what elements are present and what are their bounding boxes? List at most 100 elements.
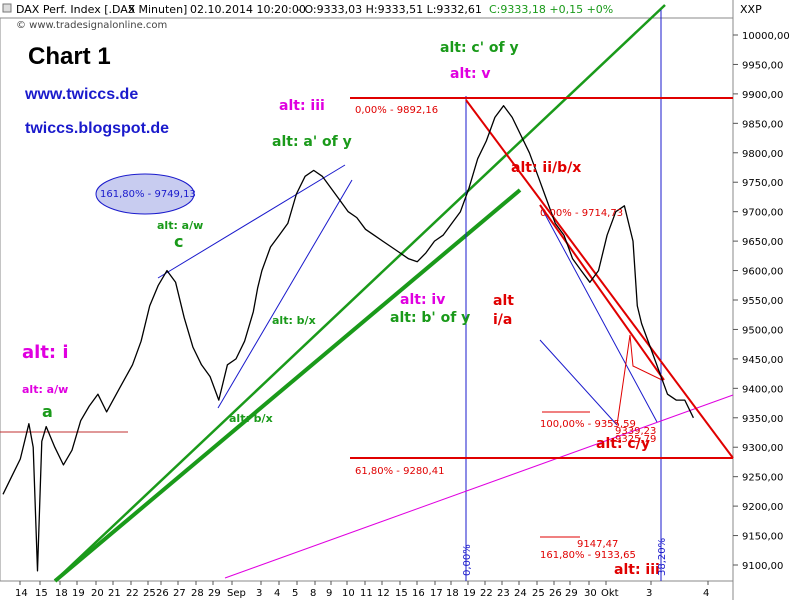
y-tick-label: 9700,00 [742,208,783,219]
y-tick-label: 9100,00 [742,561,783,572]
blue-decline-lower [539,339,618,426]
x-tick-label: 15 [35,588,48,599]
x-tick-label: 14 [15,588,28,599]
wave-label: alt: iii [614,562,660,578]
wave-label: alt: b/x [272,314,316,327]
wave-label: alt: v [450,66,491,82]
header-close-change: C:9333,18 +0,15 +0% [489,3,613,16]
y-tick-label: 10000,00 [742,31,790,42]
x-tick-label: 17 [430,588,443,599]
blue-decline-upper [539,204,658,423]
blue-wedge-lower [217,179,353,409]
x-tick-label: 19 [463,588,476,599]
green-upper-trendline [57,4,666,579]
x-tick-label: 30 [584,588,597,599]
x-tick-label: 9 [326,588,332,599]
x-tick-label: 29 [565,588,578,599]
y-tick-label: 9150,00 [742,532,783,543]
x-tick-label: 18 [55,588,68,599]
x-tick-label: 27 [173,588,186,599]
x-tick-label: 29 [208,588,221,599]
x-tick-label: 11 [360,588,373,599]
y-tick-label: 9900,00 [742,90,783,101]
red-decline-upper [465,99,734,459]
x-tick-label: 10 [342,588,355,599]
price-line-0 [2,105,694,572]
y-tick-label: 9750,00 [742,178,783,189]
wave-label: alt: c/y [596,436,650,452]
red-decline-inner [539,204,665,381]
wave-label: alt: b' of y [390,310,470,326]
overlay-title: Chart 1 [28,43,111,70]
x-tick-label: 18 [446,588,459,599]
magenta-trendline [224,394,734,579]
y-tick-label: 9250,00 [742,473,783,484]
y-tick-label: 9550,00 [742,296,783,307]
y-tick-label: 9400,00 [742,384,783,395]
x-tick-label: 4 [703,588,709,599]
fib-label: 9339,23 [615,426,656,437]
x-tick-label: 25 [143,588,156,599]
x-tick-label: 8 [310,588,316,599]
price-series [2,105,694,572]
wave-label: i/a [493,312,512,328]
x-tick-label: 19 [72,588,85,599]
x-tick-label: 22 [480,588,493,599]
header-symbol: XXP [740,3,762,16]
y-tick-label: 9950,00 [742,60,783,71]
x-tick-label: Sep [227,588,246,599]
fib-label: 9325,79 [615,434,656,445]
chart-header: DAX Perf. Index [.DAX 5 Minuten] 02.10.2… [2,3,762,31]
wave-label: alt [493,293,514,309]
fib-ellipse [95,173,195,215]
plot-frame [0,17,734,582]
wave-label: alt: c' of y [440,40,519,56]
y-tick-label: 9850,00 [742,119,783,130]
wave-label: alt: ii/b/x [511,160,581,176]
wave-label: alt: a/w [22,383,68,396]
x-tick-label: 3 [256,588,262,599]
x-tick-label: 16 [412,588,425,599]
overlay-link-1[interactable]: www.twiccs.de [24,86,138,103]
blue-wedge-upper [157,164,346,279]
wave-label: alt: iv [400,292,445,308]
x-tick-label: 15 [395,588,408,599]
x-tick-label: 20 [91,588,104,599]
fib-label: 9147,47 [577,539,618,550]
wave-label: alt: iii [279,98,325,114]
x-tick-label: 22 [126,588,139,599]
axis-layer: 9100,009150,009200,009250,009300,009350,… [15,31,790,599]
x-tick-label: 5 [292,588,298,599]
header-source: © www.tradesignalonline.com [16,20,167,31]
fib-label: 0,00% - 9892,16 [355,105,438,116]
overlay-link-2[interactable]: twiccs.blogspot.de [25,120,169,137]
analysis-lines [0,4,734,583]
x-tick-label: Okt [601,588,619,599]
y-tick-label: 9500,00 [742,325,783,336]
header-datetime: 02.10.2014 10:20:00 [190,3,306,16]
y-tick-label: 9450,00 [742,355,783,366]
y-tick-label: 9600,00 [742,267,783,278]
x-tick-label: 12 [377,588,390,599]
y-tick-label: 9300,00 [742,443,783,454]
header-ohl: - O:9333,03 H:9333,51 L:9332,61 [297,3,482,16]
fib-label: 0,00% - 9714,73 [540,208,623,219]
x-tick-label: 4 [274,588,280,599]
y-tick-label: 9200,00 [742,502,783,513]
red-projection [616,334,663,426]
wave-label: alt: a/w [157,219,203,232]
fib-label: 161,80% - 9749,13 [100,189,196,200]
wave-label: alt: b/x [229,412,273,425]
window-menu-icon[interactable] [2,3,12,13]
wave-label: alt: i [22,342,69,363]
y-tick-label: 9650,00 [742,237,783,248]
x-tick-label: 28 [191,588,204,599]
y-tick-label: 9350,00 [742,414,783,425]
x-tick-label: 23 [497,588,510,599]
fib-label: 161,80% - 9133,65 [540,550,636,561]
green-lower-trendline [53,188,522,583]
y-tick-label: 9800,00 [742,149,783,160]
x-tick-label: 26 [549,588,562,599]
wave-label: c [174,232,183,251]
